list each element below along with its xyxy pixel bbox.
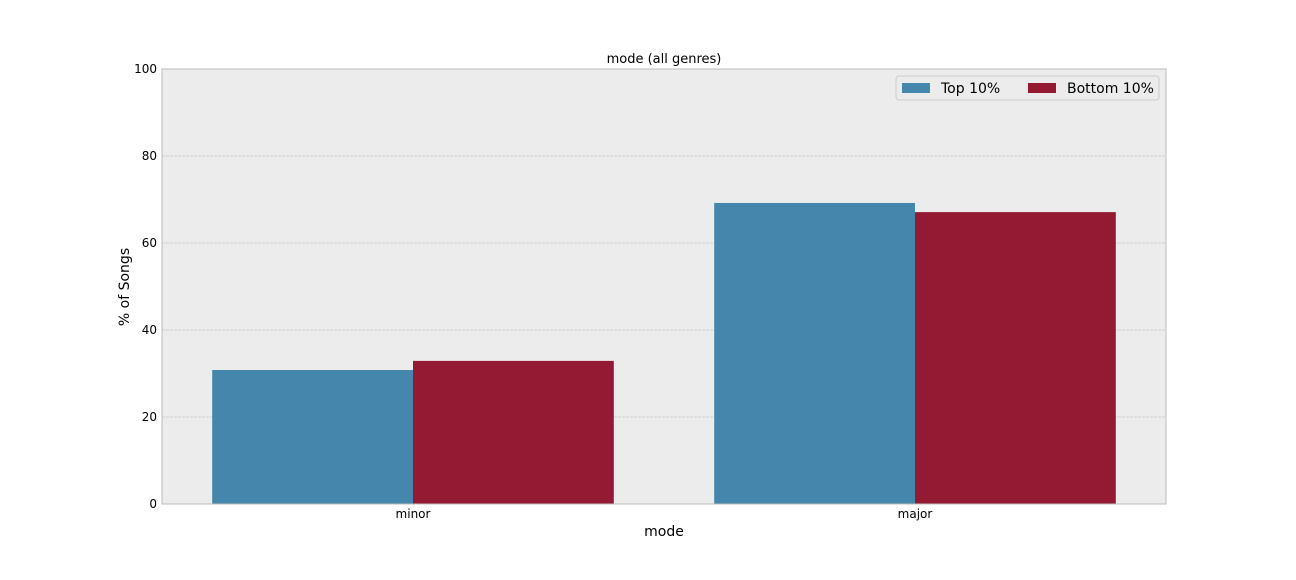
y-tick-label: 80 <box>142 149 157 163</box>
legend-frame <box>895 75 1160 101</box>
legend-swatch-top-10 <box>902 83 930 93</box>
plot-frame <box>161 68 1167 505</box>
bar-bottom-10-minor <box>413 360 614 504</box>
y-axis-ticks: 0 20 40 60 80 100 <box>134 62 157 511</box>
y-tick-label: 40 <box>142 323 157 337</box>
legend-label-top-10: Top 10% <box>940 81 1000 97</box>
bar-top-10-minor <box>212 370 413 504</box>
bar-bottom-10-major <box>915 212 1116 505</box>
y-axis-label: % of Songs <box>117 248 133 326</box>
y-tick-label: 0 <box>149 497 157 511</box>
x-tick-label: minor <box>396 507 431 521</box>
bars <box>212 202 1116 505</box>
legend: Top 10% Bottom 10% <box>895 75 1160 101</box>
legend-swatch-bottom-10 <box>1028 83 1056 93</box>
bar-top-10-major <box>714 202 915 505</box>
legend-label-bottom-10: Bottom 10% <box>1067 81 1154 97</box>
x-tick-label: major <box>898 507 933 521</box>
y-tick-label: 20 <box>142 410 157 424</box>
x-axis-label: mode <box>644 524 684 540</box>
x-axis-ticks: minor major <box>396 507 933 521</box>
chart-title: mode (all genres) <box>607 52 722 67</box>
y-tick-label: 100 <box>134 62 157 76</box>
y-tick-label: 60 <box>142 236 157 250</box>
